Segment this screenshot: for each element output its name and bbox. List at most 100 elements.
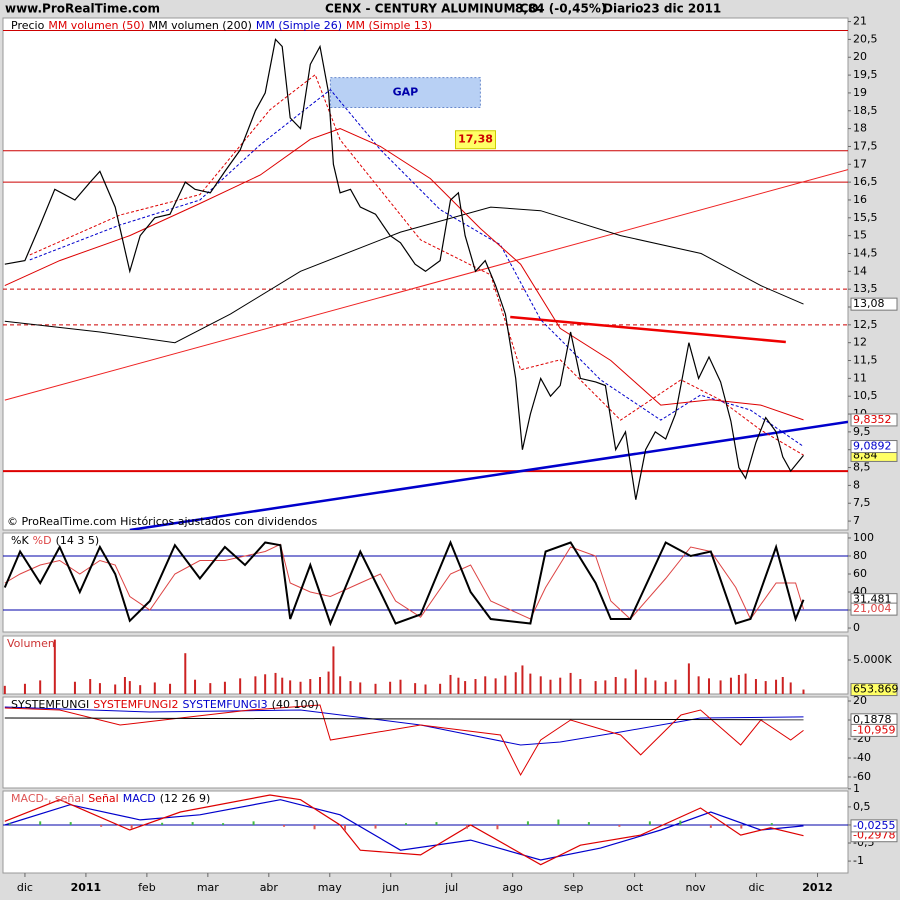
bar	[435, 822, 438, 825]
series-line	[4, 543, 804, 620]
bar	[254, 676, 257, 694]
x-tick-label: may	[318, 881, 342, 894]
value-badge-label: 31,481	[853, 593, 892, 606]
site: www.ProRealTime.com	[5, 2, 160, 16]
legend-title: Volumen	[7, 637, 55, 650]
legend: %K %D (14 3 5)	[11, 534, 99, 547]
bar	[404, 823, 407, 825]
value-badge-label: 9,0892	[853, 440, 892, 453]
bar	[69, 822, 72, 825]
bar	[281, 677, 284, 694]
bar	[770, 823, 773, 825]
bar	[128, 681, 131, 694]
y-tick-label: 60	[853, 567, 867, 580]
plot-area: GAP 17,38	[3, 29, 848, 530]
y-tick-label: 13,5	[853, 282, 878, 295]
bar	[339, 676, 342, 694]
bar	[23, 683, 26, 694]
y-tick-label: 7,5	[853, 496, 871, 509]
bar	[283, 824, 286, 827]
bar	[414, 683, 417, 694]
value-badge	[850, 723, 898, 737]
legend-entry: MM volumen (50)	[48, 19, 144, 32]
y-tick-label: 10,5	[853, 389, 878, 402]
bar	[679, 820, 682, 825]
y-tick-label: 14,5	[853, 246, 878, 259]
bar	[764, 681, 767, 694]
bar	[709, 824, 712, 828]
bar	[399, 679, 402, 694]
bar	[514, 672, 517, 694]
bar	[529, 673, 532, 694]
series-line	[4, 38, 804, 500]
y-tick-label: 20	[853, 50, 867, 63]
bar	[737, 674, 740, 694]
symbol: CENX - CENTURY ALUMINUM CO.	[325, 2, 543, 16]
series-line	[3, 539, 805, 627]
period: Diario	[603, 2, 643, 16]
legend-entry: MM (Simple 13)	[346, 19, 432, 32]
legend-entry: SYSTEMFUNGI	[11, 698, 89, 711]
value-badge-label: 653.869	[853, 683, 899, 696]
bar	[457, 677, 460, 694]
legend: MACD-, señal Señal MACD (12 26 9)	[11, 792, 210, 805]
bar	[579, 679, 582, 694]
bar	[754, 679, 757, 694]
y-tick-label: 16,5	[853, 175, 878, 188]
y-tick-label: 18	[853, 122, 867, 135]
bar	[594, 681, 597, 694]
y-tick-label: -40	[853, 751, 871, 764]
panel	[2, 532, 849, 633]
y-tick-label: 19	[853, 86, 867, 99]
legend-entry: MACD-, señal	[11, 792, 84, 805]
x-tick-label: dic	[17, 881, 33, 894]
y-tick-label: 21	[853, 15, 867, 28]
bar	[239, 678, 242, 694]
bar	[114, 684, 117, 694]
y-tick-label: 20,5	[853, 32, 878, 45]
bar	[274, 672, 277, 694]
bar	[98, 683, 101, 694]
bar	[327, 671, 330, 694]
bar	[169, 683, 172, 694]
bar	[587, 822, 590, 825]
bar	[8, 823, 11, 825]
legend: Volumen	[7, 637, 55, 650]
bar	[744, 673, 747, 694]
legend: SYSTEMFUNGI SYSTEMFUNGI2 SYSTEMFUNGI3 (40 1…	[11, 698, 319, 711]
value-badge-label: 0,1878	[853, 713, 892, 726]
value-badge-label: 21,004	[853, 602, 892, 615]
bar	[464, 681, 467, 694]
x-tick-label: jun	[381, 881, 399, 894]
bar	[697, 676, 700, 694]
trend-line	[4, 169, 848, 401]
bar	[309, 679, 312, 694]
bar	[222, 823, 225, 825]
bar	[223, 681, 226, 694]
bar	[719, 680, 722, 694]
y-tick-label: -1	[853, 854, 864, 867]
y-tick-label: 5.000K	[853, 653, 892, 666]
gap-label: GAP	[393, 86, 419, 99]
series-line	[29, 89, 804, 447]
x-tick-label: 2012	[802, 881, 833, 894]
legend: Precio MM volumen (50) MM volumen (200) MM …	[11, 19, 432, 32]
bar	[89, 679, 92, 694]
bar	[775, 679, 778, 694]
x-tick-label: feb	[138, 881, 156, 894]
bar	[614, 677, 617, 694]
y-tick-label: -60	[853, 770, 871, 783]
bar	[153, 682, 156, 694]
x-tick-label: dic	[749, 881, 765, 894]
trend-line	[129, 420, 848, 530]
quote: 8,84 (-0,45%)	[515, 2, 606, 16]
bar	[549, 679, 552, 694]
bar	[191, 822, 194, 825]
x-tick-label: abr	[260, 881, 279, 894]
x-tick-label: oct	[626, 881, 644, 894]
bar	[53, 639, 56, 694]
legend-entry: SYSTEMFUNGI3	[182, 698, 267, 711]
y-tick-label: 8,5	[853, 461, 871, 474]
bar	[484, 676, 487, 694]
legend-params: (12 26 9)	[160, 792, 211, 805]
